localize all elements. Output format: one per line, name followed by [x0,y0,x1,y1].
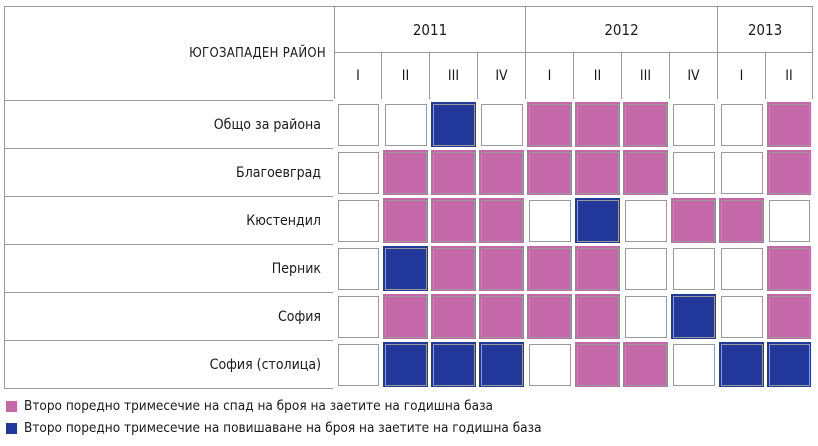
table-row: Кюстендил [4,195,814,246]
status-cell-fall [524,291,575,342]
table-row: Благоевград [4,147,814,198]
row-label: Кюстендил [4,196,335,245]
year-header-2012: 2012 [525,6,718,53]
year-header-2013: 2013 [717,6,813,53]
status-cell-empty [620,195,671,246]
header-quarter-row: I II III IV I II III IV I II [5,52,813,101]
region-header: ЮГОЗАПАДЕН РАЙОН [4,6,335,101]
status-cell-fall [572,243,623,294]
status-cell-rise [380,243,431,294]
status-cell-empty [716,291,767,342]
header-year-row: ЮГОЗАПАДЕН РАЙОН 2011 2012 2013 [4,6,813,101]
status-cell-fall [572,147,623,198]
status-cell-rise [572,195,623,246]
status-cell-rise [428,339,479,390]
quarterly-employment-table: ЮГОЗАПАДЕН РАЙОН 2011 2012 2013 I II III IV I II I… [4,6,814,390]
status-cell-empty [333,291,383,342]
row-label: Перник [4,244,335,293]
status-cell-empty [333,243,383,294]
status-cell-fall [716,195,767,246]
legend-text: Второ поредно тримесечие на спад на броя… [24,398,493,414]
status-cell-fall [476,291,527,342]
status-cell-rise [764,339,814,390]
status-cell-empty [620,291,671,342]
legend-swatch-icon [6,422,17,434]
status-cell-fall [428,291,479,342]
quarter-header: II [765,52,813,101]
status-cell-fall [620,147,671,198]
year-header-2011: 2011 [334,6,526,53]
quarter-header: II [381,52,430,101]
status-cell-rise [476,339,527,390]
status-cell-fall [572,339,623,390]
table-row: Общо за района [4,99,814,150]
status-cell-fall [668,195,719,246]
status-cell-empty [333,339,383,390]
quarter-header: I [717,52,766,101]
status-cell-fall [380,147,431,198]
status-cell-fall [764,243,814,294]
status-cell-fall [764,147,814,198]
status-cell-empty [764,195,814,246]
status-cell-empty [620,243,671,294]
status-cell-rise [668,291,719,342]
status-cell-empty [716,243,767,294]
status-cell-fall [524,99,575,150]
table-row: Перник [4,243,814,294]
quarter-header: IV [477,52,526,101]
status-cell-empty [716,99,767,150]
status-cell-empty [333,195,383,246]
legend-item-fall: Второ поредно тримесечие на спад на броя… [6,398,493,414]
status-cell-empty [668,99,719,150]
quarter-header: II [573,52,622,101]
status-cell-fall [428,147,479,198]
status-cell-fall [572,291,623,342]
status-cell-fall [476,243,527,294]
row-label: Благоевград [4,148,335,197]
status-cell-fall [476,147,527,198]
status-cell-rise [428,99,479,150]
status-cell-fall [524,147,575,198]
legend-text: Второ поредно тримесечие на повишаване н… [24,420,542,436]
row-label: София (столица) [4,340,335,389]
status-cell-empty [668,147,719,198]
quarter-header: IV [669,52,718,101]
status-cell-empty [524,339,575,390]
status-cell-fall [764,99,814,150]
status-cell-fall [620,339,671,390]
status-cell-rise [380,339,431,390]
table-row: София (столица) [4,339,814,390]
legend-item-rise: Второ поредно тримесечие на повишаване н… [6,420,542,436]
table-row: София [4,291,814,342]
quarter-header: I [334,52,382,101]
row-label: София [4,292,335,341]
status-cell-empty [524,195,575,246]
status-cell-empty [668,339,719,390]
status-cell-fall [380,291,431,342]
legend-swatch-icon [6,400,17,412]
status-cell-empty [333,147,383,198]
status-cell-empty [333,99,383,150]
status-cell-empty [476,99,527,150]
status-cell-fall [476,195,527,246]
status-cell-fall [620,99,671,150]
status-cell-empty [380,99,431,150]
status-cell-fall [572,99,623,150]
quarter-header: I [525,52,574,101]
status-cell-rise [716,339,767,390]
row-label: Общо за района [4,100,335,149]
status-cell-fall [764,291,814,342]
status-cell-fall [428,195,479,246]
quarter-header: III [429,52,478,101]
status-cell-fall [428,243,479,294]
quarter-header: III [621,52,670,101]
status-cell-fall [380,195,431,246]
status-cell-empty [716,147,767,198]
status-cell-fall [524,243,575,294]
status-cell-empty [668,243,719,294]
